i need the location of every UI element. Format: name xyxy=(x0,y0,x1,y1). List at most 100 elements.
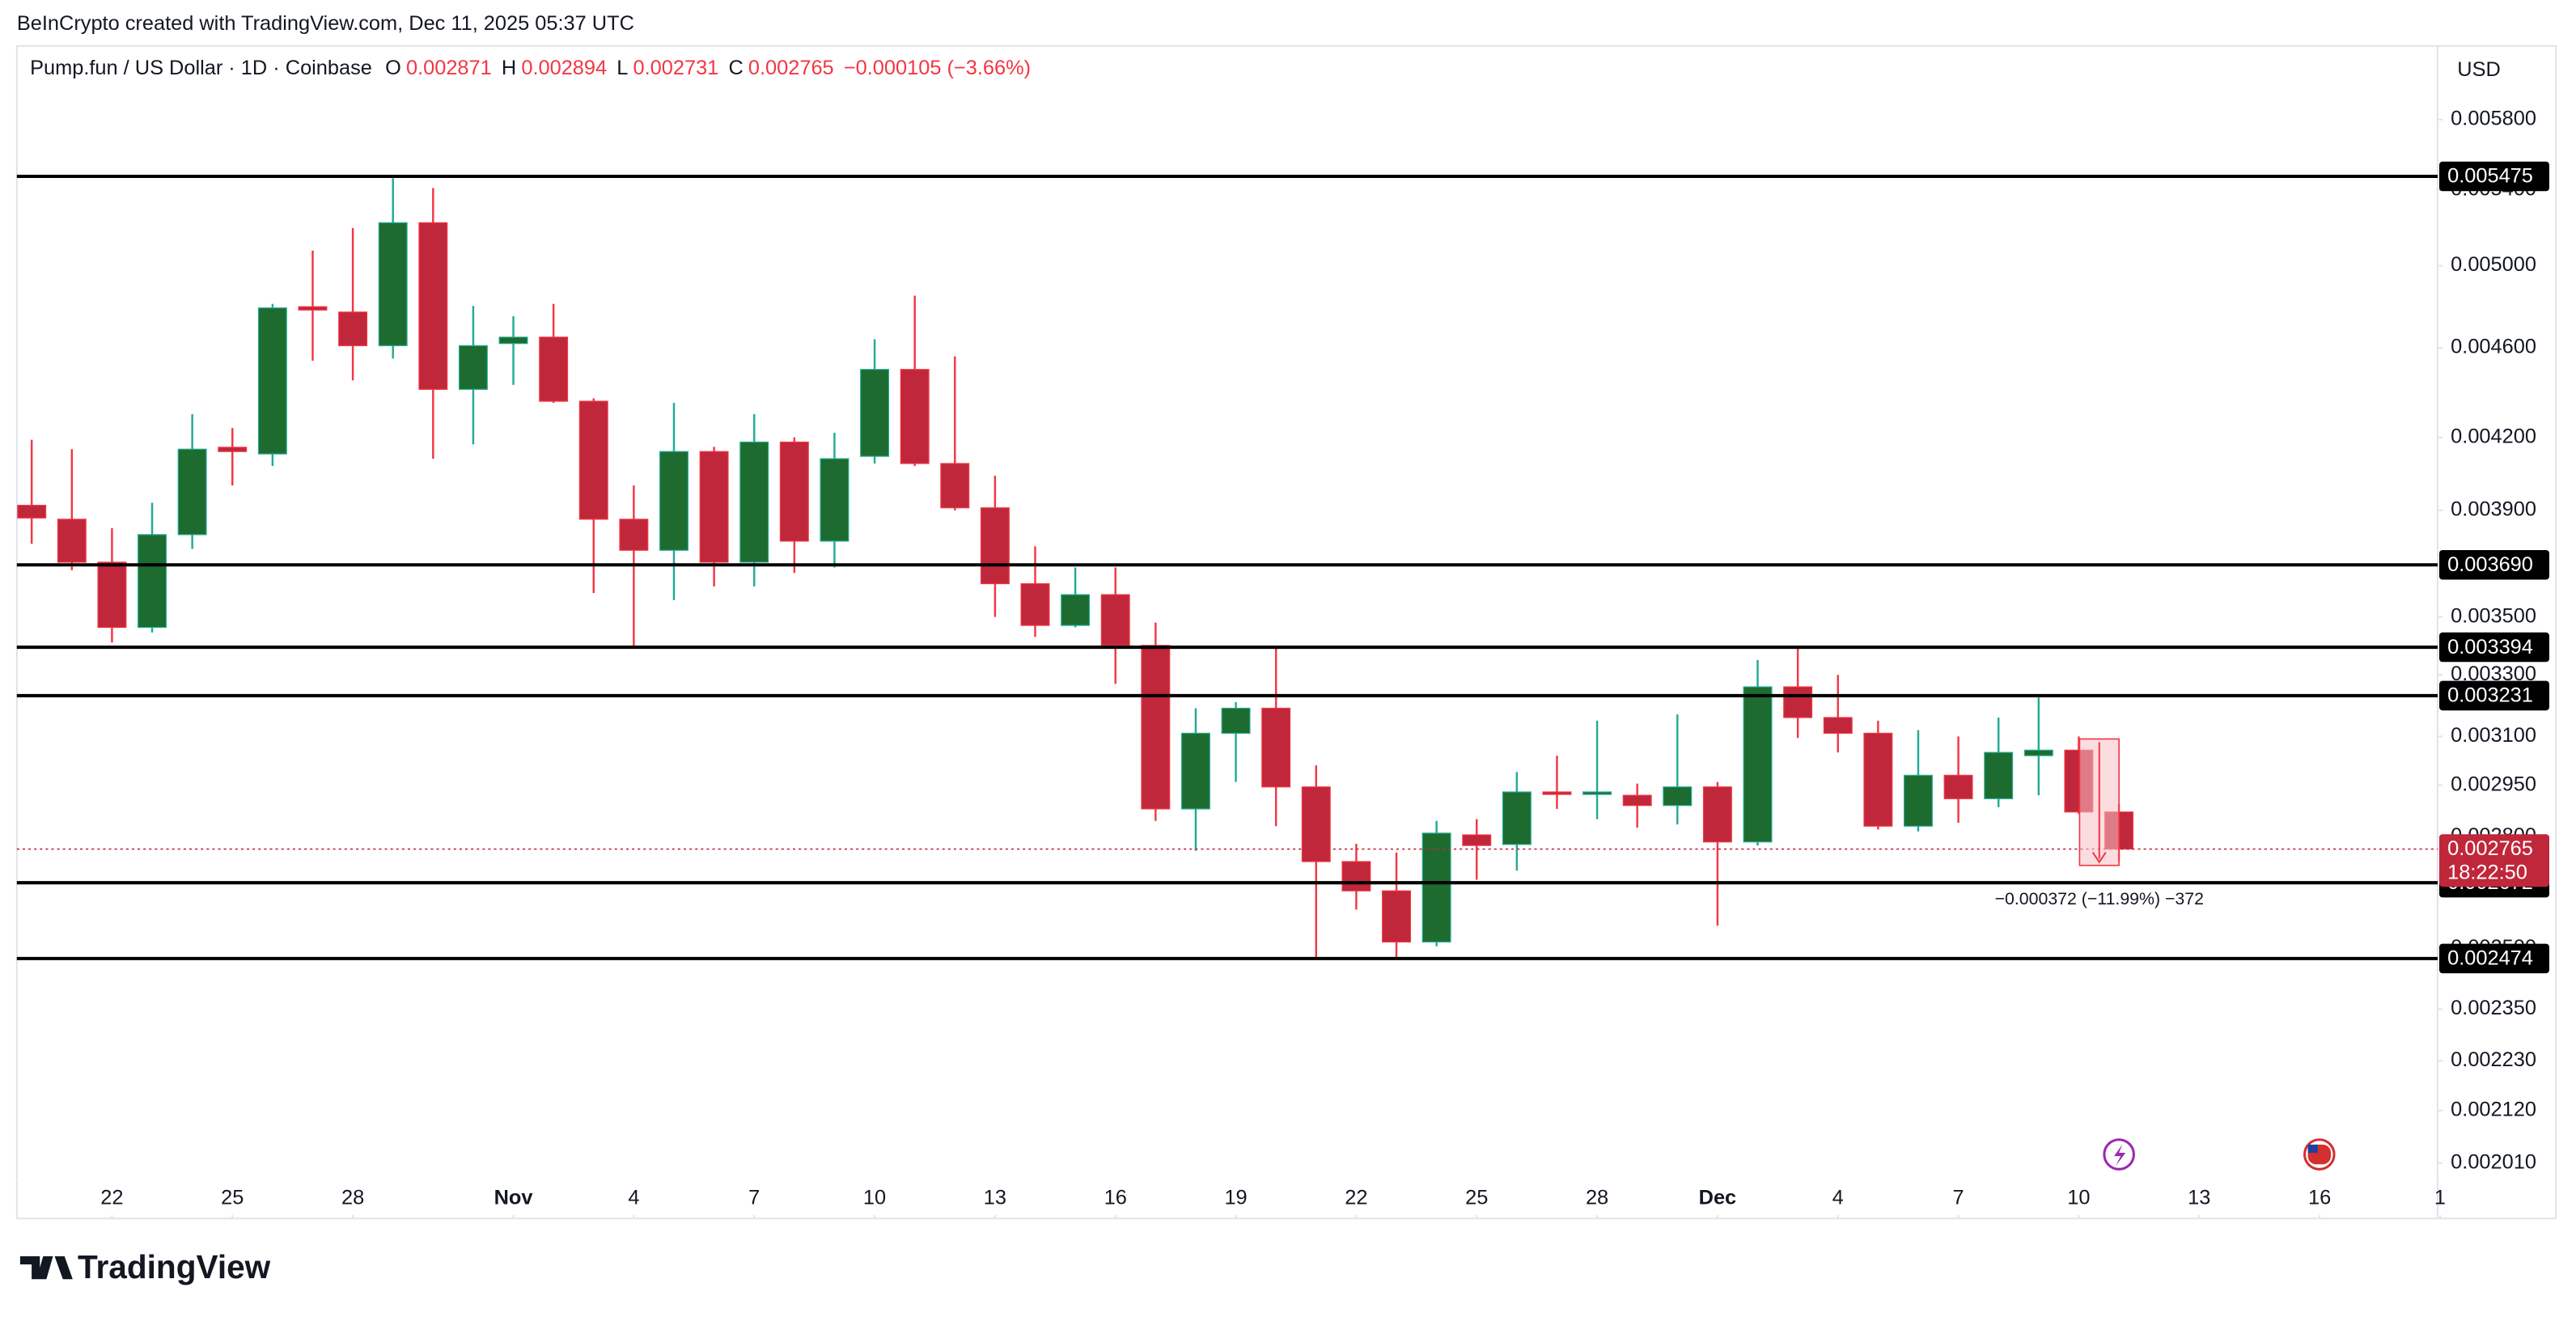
countdown: 18:22:50 xyxy=(2447,862,2527,884)
x-tick-label: 4 xyxy=(1832,1187,1844,1209)
candle-body xyxy=(458,345,488,390)
legend-key: H xyxy=(502,57,516,79)
candle-body xyxy=(1984,752,2014,799)
level-label: 0.003231 xyxy=(2447,684,2533,707)
candle-body xyxy=(1943,774,1973,799)
y-tick-label: 0.002230 xyxy=(2451,1048,2536,1071)
candle-body xyxy=(779,441,809,542)
y-tick-label: 0.004200 xyxy=(2451,425,2536,447)
currency[interactable]: USD xyxy=(2457,58,2501,81)
candle-body xyxy=(57,519,87,563)
level-label-box xyxy=(2438,161,2549,192)
candle-body xyxy=(378,222,408,346)
y-tick-label: 0.004600 xyxy=(2451,336,2536,358)
y-tick-label: 0.002350 xyxy=(2451,997,2536,1019)
candle-body xyxy=(1141,645,1171,810)
currency-box[interactable] xyxy=(2444,49,2549,92)
legend-value: 0.002871 xyxy=(406,57,492,79)
candle-body xyxy=(418,222,448,390)
y-tick-label: 0.002010 xyxy=(2451,1150,2536,1173)
candle-body xyxy=(1823,717,1853,735)
chart-frame xyxy=(15,44,2557,1220)
candle-body xyxy=(1180,732,1210,810)
candle-body xyxy=(619,519,649,551)
x-tick-label: 25 xyxy=(221,1187,244,1209)
level-label: 0.003690 xyxy=(2447,553,2533,576)
measure-arrowhead xyxy=(2091,851,2107,864)
legend-value: 0.002765 xyxy=(748,57,834,79)
level-label: 0.003394 xyxy=(2447,636,2533,658)
candle-body xyxy=(138,534,167,629)
candle-body xyxy=(1100,594,1130,646)
candle-body xyxy=(1743,686,1773,843)
candle-body xyxy=(1663,786,1693,807)
candle-body xyxy=(1221,707,1251,735)
level-label-box xyxy=(2438,680,2549,711)
candle-body xyxy=(1382,890,1411,943)
lightning-icon xyxy=(2114,1144,2126,1167)
candle-body xyxy=(539,337,569,402)
candle-body xyxy=(578,400,608,520)
candle-body xyxy=(1783,686,1813,718)
current-price-label: 0.002765 xyxy=(2447,837,2533,860)
candle-body xyxy=(298,306,328,311)
candle-body xyxy=(97,561,127,629)
level-label: 0.005475 xyxy=(2447,165,2533,188)
candle-body xyxy=(1582,791,1612,795)
plot-area: 0.0058000.0054000.0050000.0046000.004200… xyxy=(16,107,2549,1219)
candle-body xyxy=(17,505,47,519)
y-tick-label: 0.005800 xyxy=(2451,107,2536,129)
candle-body xyxy=(2023,749,2053,756)
current-price-box xyxy=(2438,834,2549,887)
x-tick-label: Nov xyxy=(494,1187,533,1209)
y-tick-label: 0.003500 xyxy=(2451,604,2536,627)
y-tick-label: 0.002950 xyxy=(2451,773,2536,795)
overlay: −0.000372 (−11.99%) −372 xyxy=(1995,738,2204,908)
candle-body xyxy=(498,337,528,345)
x-tick-label: 28 xyxy=(1586,1187,1608,1209)
candle-body xyxy=(1622,794,1652,807)
candle-body xyxy=(1261,707,1291,788)
candle-body xyxy=(860,369,890,457)
x-tick-label: 4 xyxy=(628,1187,639,1209)
level-label: 0.002474 xyxy=(2447,947,2533,970)
legend-value: 0.002731 xyxy=(633,57,719,79)
candle-body xyxy=(820,458,849,542)
candle-body xyxy=(257,307,287,455)
x-tick-label: 19 xyxy=(1224,1187,1247,1209)
x-tick-label: Dec xyxy=(1699,1187,1737,1209)
candle-body xyxy=(699,451,729,563)
candle-body xyxy=(1301,786,1331,862)
x-tick-label: 13 xyxy=(2188,1187,2210,1209)
y-tick-label: 0.003100 xyxy=(2451,724,2536,747)
x-tick-label: 16 xyxy=(2308,1187,2331,1209)
candle-body xyxy=(1061,594,1091,626)
candle-body xyxy=(1462,834,1492,846)
legend-title: Pump.fun / US Dollar · 1D · Coinbase xyxy=(30,57,372,79)
attribution: BeInCrypto created with TradingView.com,… xyxy=(17,12,634,35)
candle-body xyxy=(940,463,970,509)
candle-body xyxy=(659,451,688,551)
y-tick-label: 0.005000 xyxy=(2451,253,2536,276)
candle-body xyxy=(218,447,248,452)
y-tick-label: 0.002120 xyxy=(2451,1099,2536,1121)
candle-body xyxy=(1863,732,1893,827)
candle-body xyxy=(739,441,769,563)
legend: Pump.fun / US Dollar · 1D · Coinbase O 0.0… xyxy=(30,57,1031,79)
x-tick-label: 7 xyxy=(748,1187,760,1209)
flag-canton xyxy=(2307,1144,2318,1154)
x-tick-label: 1 xyxy=(2434,1187,2446,1209)
x-tick-label: 16 xyxy=(1104,1187,1127,1209)
brand-logo xyxy=(19,1256,73,1280)
legend-value: 0.002894 xyxy=(521,57,607,79)
candle-body xyxy=(1341,861,1371,891)
candle-body xyxy=(900,369,930,464)
y-tick-label: 0.003900 xyxy=(2451,498,2536,521)
candle-body xyxy=(980,507,1010,585)
x-tick-label: 25 xyxy=(1465,1187,1488,1209)
x-tick-label: 7 xyxy=(1953,1187,1964,1209)
measure-label: −0.000372 (−11.99%) −372 xyxy=(1995,889,2204,908)
brand-name: TradingView xyxy=(78,1248,271,1285)
